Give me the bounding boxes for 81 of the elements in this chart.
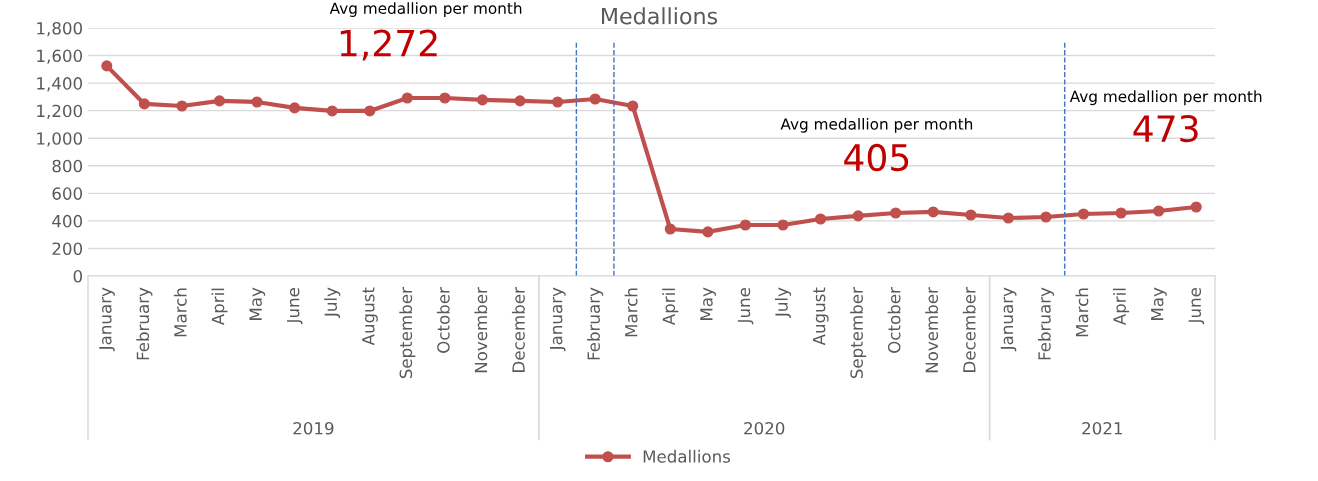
point: [814, 213, 827, 225]
y-tick-label: 1,800: [37, 21, 83, 37]
point: [251, 96, 263, 108]
x-tick-label: December: [511, 287, 525, 372]
x-tick-label: November: [925, 287, 939, 373]
text: 2021: [1082, 421, 1122, 435]
point: [552, 96, 564, 108]
point: [1077, 208, 1090, 220]
x-tick-label: August: [362, 287, 378, 346]
point: [777, 219, 789, 231]
y-tick-label: 200: [52, 242, 83, 256]
point: [1040, 211, 1052, 223]
x-tick-label: January: [550, 287, 566, 352]
point: [476, 94, 489, 106]
point: [213, 95, 226, 107]
chart-title: Medallions: [602, 7, 718, 25]
point: [439, 92, 451, 104]
x-tick-label: September: [399, 287, 416, 379]
legend-label: Medallions: [643, 449, 731, 463]
point: [589, 93, 601, 105]
point: [965, 209, 977, 221]
point: [176, 100, 188, 112]
x-tick-label: May: [249, 287, 266, 320]
annotation: 405: [844, 143, 909, 172]
annotation: Avg medallion per month: [1069, 90, 1262, 106]
point: [1115, 207, 1127, 219]
x-tick-label: July: [774, 287, 792, 318]
annotation: 1,272: [340, 29, 437, 61]
x-tick-label: October: [887, 287, 901, 353]
x-tick-label: February: [587, 287, 604, 360]
x-tick-label: July: [324, 287, 341, 318]
point: [138, 98, 150, 110]
point: [514, 95, 526, 107]
annotation: 473: [1133, 114, 1198, 143]
point: [101, 60, 113, 72]
x-tick-label: January: [99, 287, 115, 352]
text: Avg medallion per month: [329, 2, 522, 17]
x-tick-label: June: [287, 288, 303, 325]
point: [927, 206, 939, 218]
x-tick-label: May: [1151, 287, 1167, 320]
x-tick-label: May: [700, 287, 716, 320]
y-tick-label: 400: [52, 214, 83, 228]
y-tick-label: 1,600: [37, 49, 83, 64]
text: 2019: [293, 421, 334, 435]
x-tick-label: February: [1037, 287, 1055, 360]
point: [289, 102, 301, 114]
point: [1153, 205, 1165, 217]
y-tick-label: 1,200: [37, 104, 83, 119]
y-tick-label: 0: [73, 269, 83, 283]
x-tick-label: March: [173, 288, 187, 337]
x-tick-label: April: [662, 288, 679, 326]
x-tick-label: January: [1000, 287, 1017, 352]
point: [627, 100, 639, 112]
x-tick-label: March: [1075, 288, 1089, 337]
point: [739, 219, 751, 231]
point: [401, 92, 413, 104]
text: 2020: [744, 421, 785, 435]
point: [1002, 212, 1014, 224]
point: [890, 207, 902, 219]
point: [664, 223, 676, 235]
x-tick-label: June: [737, 288, 754, 325]
y-tick-label: 1,400: [37, 77, 83, 92]
point: [852, 210, 864, 222]
annotation: Avg medallion per month: [780, 117, 973, 133]
x-tick-label: November: [474, 287, 488, 373]
x-tick-label: April: [1113, 288, 1130, 326]
x-tick-label: October: [436, 287, 450, 353]
x-tick-label: June: [1188, 288, 1205, 325]
point: [1190, 201, 1202, 213]
y-tick-label: 800: [52, 159, 83, 173]
point: [364, 105, 376, 117]
x-tick-label: March: [624, 288, 638, 337]
x-tick-label: April: [211, 288, 228, 326]
x-tick-label: August: [813, 287, 829, 346]
x-tick-label: December: [962, 287, 976, 372]
x-tick-label: February: [136, 287, 153, 360]
point: [326, 105, 338, 117]
y-tick-label: 1,000: [37, 132, 83, 147]
y-tick-label: 600: [52, 187, 83, 200]
x-tick-label: September: [850, 287, 867, 379]
point: [702, 226, 714, 238]
